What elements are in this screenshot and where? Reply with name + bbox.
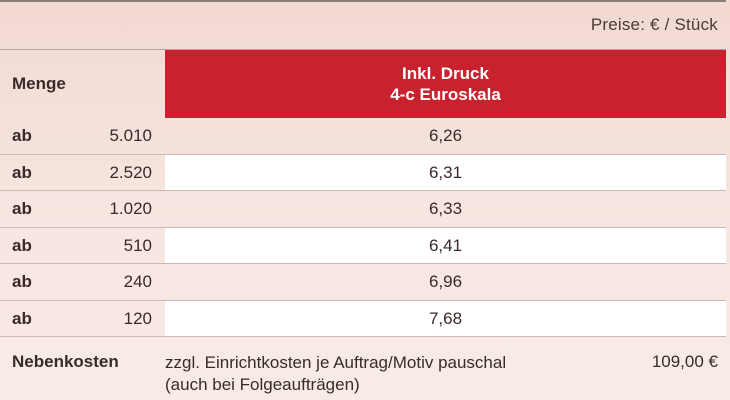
price-cell: 6,41: [165, 227, 726, 263]
nebenkosten-text-line2: (auch bei Folgeaufträgen): [165, 375, 360, 394]
row-quantity: 120: [123, 308, 152, 328]
row-quantity: 240: [123, 272, 152, 291]
table-row: 6,96 ab 240: [0, 264, 726, 301]
nebenkosten-price: 109,00 €: [651, 352, 718, 371]
row-price: 6,33: [428, 199, 463, 218]
row-price: 7,68: [428, 308, 463, 328]
row-quantity: 510: [123, 235, 152, 255]
header-divider: [0, 49, 726, 50]
table-row: 6,41 ab 510: [0, 227, 726, 264]
row-quantity: 5.010: [109, 126, 152, 145]
table-row: 6,26 ab 5.010: [0, 118, 726, 155]
table-row: 7,68 ab 120: [0, 300, 726, 337]
row-prefix: ab: [12, 235, 32, 255]
row-prefix: ab: [12, 126, 32, 145]
price-unit-note: Preise: € / Stück: [590, 15, 718, 34]
price-rows: 6,26 ab 5.010 6,31 ab 2.520 6,33 ab 1.02…: [0, 118, 726, 337]
price-cell: 7,68: [165, 300, 726, 336]
row-price: 6,26: [428, 126, 463, 145]
price-cell: 6,96: [165, 264, 726, 300]
table-row: 6,33 ab 1.020: [0, 191, 726, 228]
row-prefix: ab: [12, 272, 32, 291]
price-cell: 6,33: [165, 191, 726, 227]
row-prefix: ab: [12, 199, 32, 218]
quantity-column-header: Menge: [12, 74, 66, 93]
row-prefix: ab: [12, 162, 32, 182]
price-cell: 6,26: [165, 118, 726, 154]
price-cell: 6,31: [165, 154, 726, 190]
row-quantity: 2.520: [109, 162, 152, 182]
price-column-header-line1: Inkl. Druck: [402, 64, 489, 83]
row-price: 6,96: [428, 272, 463, 291]
row-price: 6,31: [428, 162, 463, 182]
nebenkosten-label: Nebenkosten: [12, 352, 119, 371]
top-rule: [0, 0, 726, 2]
nebenkosten-description: zzgl. Einrichtkosten je Auftrag/Motiv pa…: [165, 352, 625, 396]
table-row: 6,31 ab 2.520: [0, 154, 726, 191]
price-column-header: Inkl. Druck 4-c Euroskala: [165, 50, 726, 118]
row-prefix: ab: [12, 308, 32, 328]
row-quantity: 1.020: [109, 199, 152, 218]
nebenkosten-text-line1: zzgl. Einrichtkosten je Auftrag/Motiv pa…: [165, 353, 507, 372]
price-column-header-line2: 4-c Euroskala: [390, 85, 501, 104]
row-price: 6,41: [428, 235, 463, 255]
